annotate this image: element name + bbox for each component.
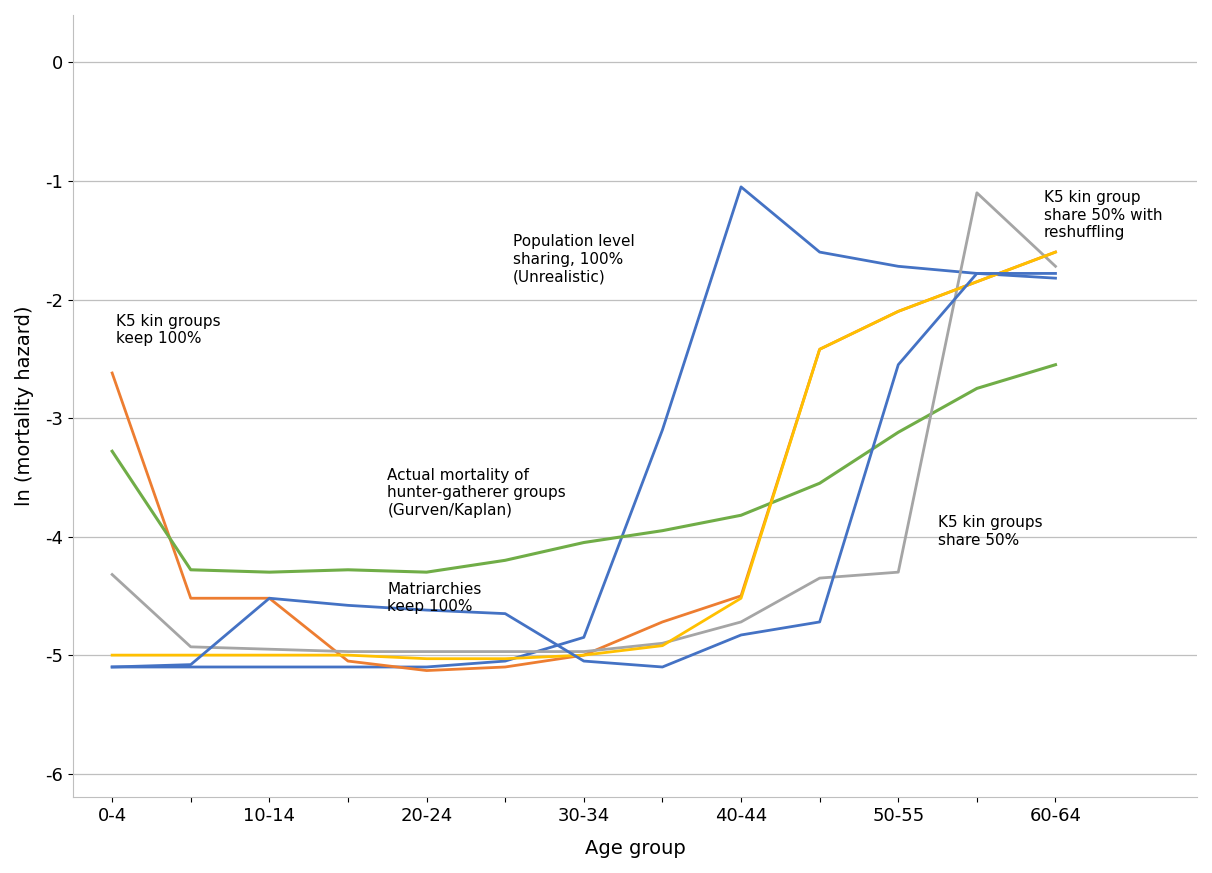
Text: Actual mortality of
hunter-gatherer groups
(Gurven/Kaplan): Actual mortality of hunter-gatherer grou… (388, 468, 566, 518)
X-axis label: Age group: Age group (584, 839, 685, 858)
Text: Population level
sharing, 100%
(Unrealistic): Population level sharing, 100% (Unrealis… (513, 234, 635, 284)
Text: K5 kin groups
share 50%: K5 kin groups share 50% (938, 515, 1042, 547)
Text: K5 kin group
share 50% with
reshuffling: K5 kin group share 50% with reshuffling (1044, 190, 1162, 240)
Text: K5 kin groups
keep 100%: K5 kin groups keep 100% (116, 313, 221, 346)
Y-axis label: ln (mortality hazard): ln (mortality hazard) (15, 306, 34, 506)
Text: Matriarchies
keep 100%: Matriarchies keep 100% (388, 581, 481, 614)
